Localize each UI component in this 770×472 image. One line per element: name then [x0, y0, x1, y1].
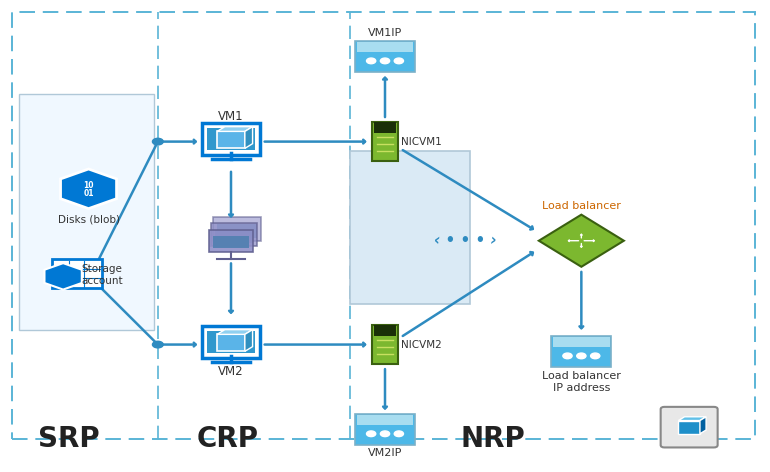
Text: Load balancer: Load balancer	[542, 201, 621, 211]
FancyBboxPatch shape	[213, 217, 260, 241]
FancyBboxPatch shape	[553, 337, 610, 347]
FancyBboxPatch shape	[551, 336, 611, 367]
FancyBboxPatch shape	[217, 225, 256, 238]
FancyBboxPatch shape	[372, 122, 398, 161]
Polygon shape	[678, 417, 706, 421]
FancyBboxPatch shape	[215, 230, 253, 243]
Text: NICVM1: NICVM1	[401, 136, 442, 147]
Text: Disks (blob): Disks (blob)	[58, 214, 119, 224]
FancyBboxPatch shape	[357, 415, 413, 425]
Circle shape	[394, 58, 403, 64]
FancyBboxPatch shape	[202, 123, 260, 155]
Text: Load balancer
IP address: Load balancer IP address	[542, 371, 621, 393]
Bar	[19, 94, 154, 330]
Polygon shape	[217, 131, 245, 148]
FancyBboxPatch shape	[355, 41, 415, 72]
Text: 10: 10	[83, 181, 94, 191]
FancyBboxPatch shape	[213, 236, 249, 248]
FancyBboxPatch shape	[661, 407, 718, 447]
Text: VM2: VM2	[218, 365, 244, 378]
Text: NICVM2: NICVM2	[401, 339, 442, 350]
Text: CRP: CRP	[196, 425, 258, 453]
Circle shape	[563, 353, 572, 359]
Text: 01: 01	[83, 189, 94, 198]
Circle shape	[591, 353, 600, 359]
Circle shape	[367, 58, 376, 64]
FancyBboxPatch shape	[52, 260, 102, 288]
Text: VM1: VM1	[218, 110, 244, 123]
Text: SRP: SRP	[38, 425, 100, 453]
FancyBboxPatch shape	[207, 128, 255, 150]
Circle shape	[367, 431, 376, 437]
Text: NRP: NRP	[460, 425, 525, 453]
Text: VM1IP: VM1IP	[368, 28, 402, 38]
FancyBboxPatch shape	[374, 325, 396, 336]
FancyBboxPatch shape	[207, 331, 255, 353]
Circle shape	[577, 353, 586, 359]
Circle shape	[152, 341, 163, 348]
Text: VM2IP: VM2IP	[368, 448, 402, 458]
FancyBboxPatch shape	[374, 122, 396, 133]
Circle shape	[394, 431, 403, 437]
Circle shape	[380, 58, 390, 64]
Polygon shape	[217, 126, 253, 131]
Polygon shape	[678, 421, 700, 434]
FancyBboxPatch shape	[355, 414, 415, 445]
Bar	[350, 151, 470, 304]
FancyBboxPatch shape	[372, 325, 398, 364]
Text: ‹ • • • ›: ‹ • • • ›	[434, 233, 497, 248]
Text: Storage
account: Storage account	[82, 264, 123, 286]
Polygon shape	[700, 417, 706, 434]
Polygon shape	[217, 329, 253, 334]
FancyBboxPatch shape	[209, 230, 253, 252]
Polygon shape	[217, 334, 245, 351]
Circle shape	[380, 431, 390, 437]
Polygon shape	[245, 126, 253, 148]
Polygon shape	[245, 329, 253, 351]
Polygon shape	[539, 215, 624, 267]
FancyBboxPatch shape	[202, 326, 260, 358]
FancyBboxPatch shape	[357, 42, 413, 52]
FancyBboxPatch shape	[211, 223, 256, 246]
Circle shape	[152, 138, 163, 145]
